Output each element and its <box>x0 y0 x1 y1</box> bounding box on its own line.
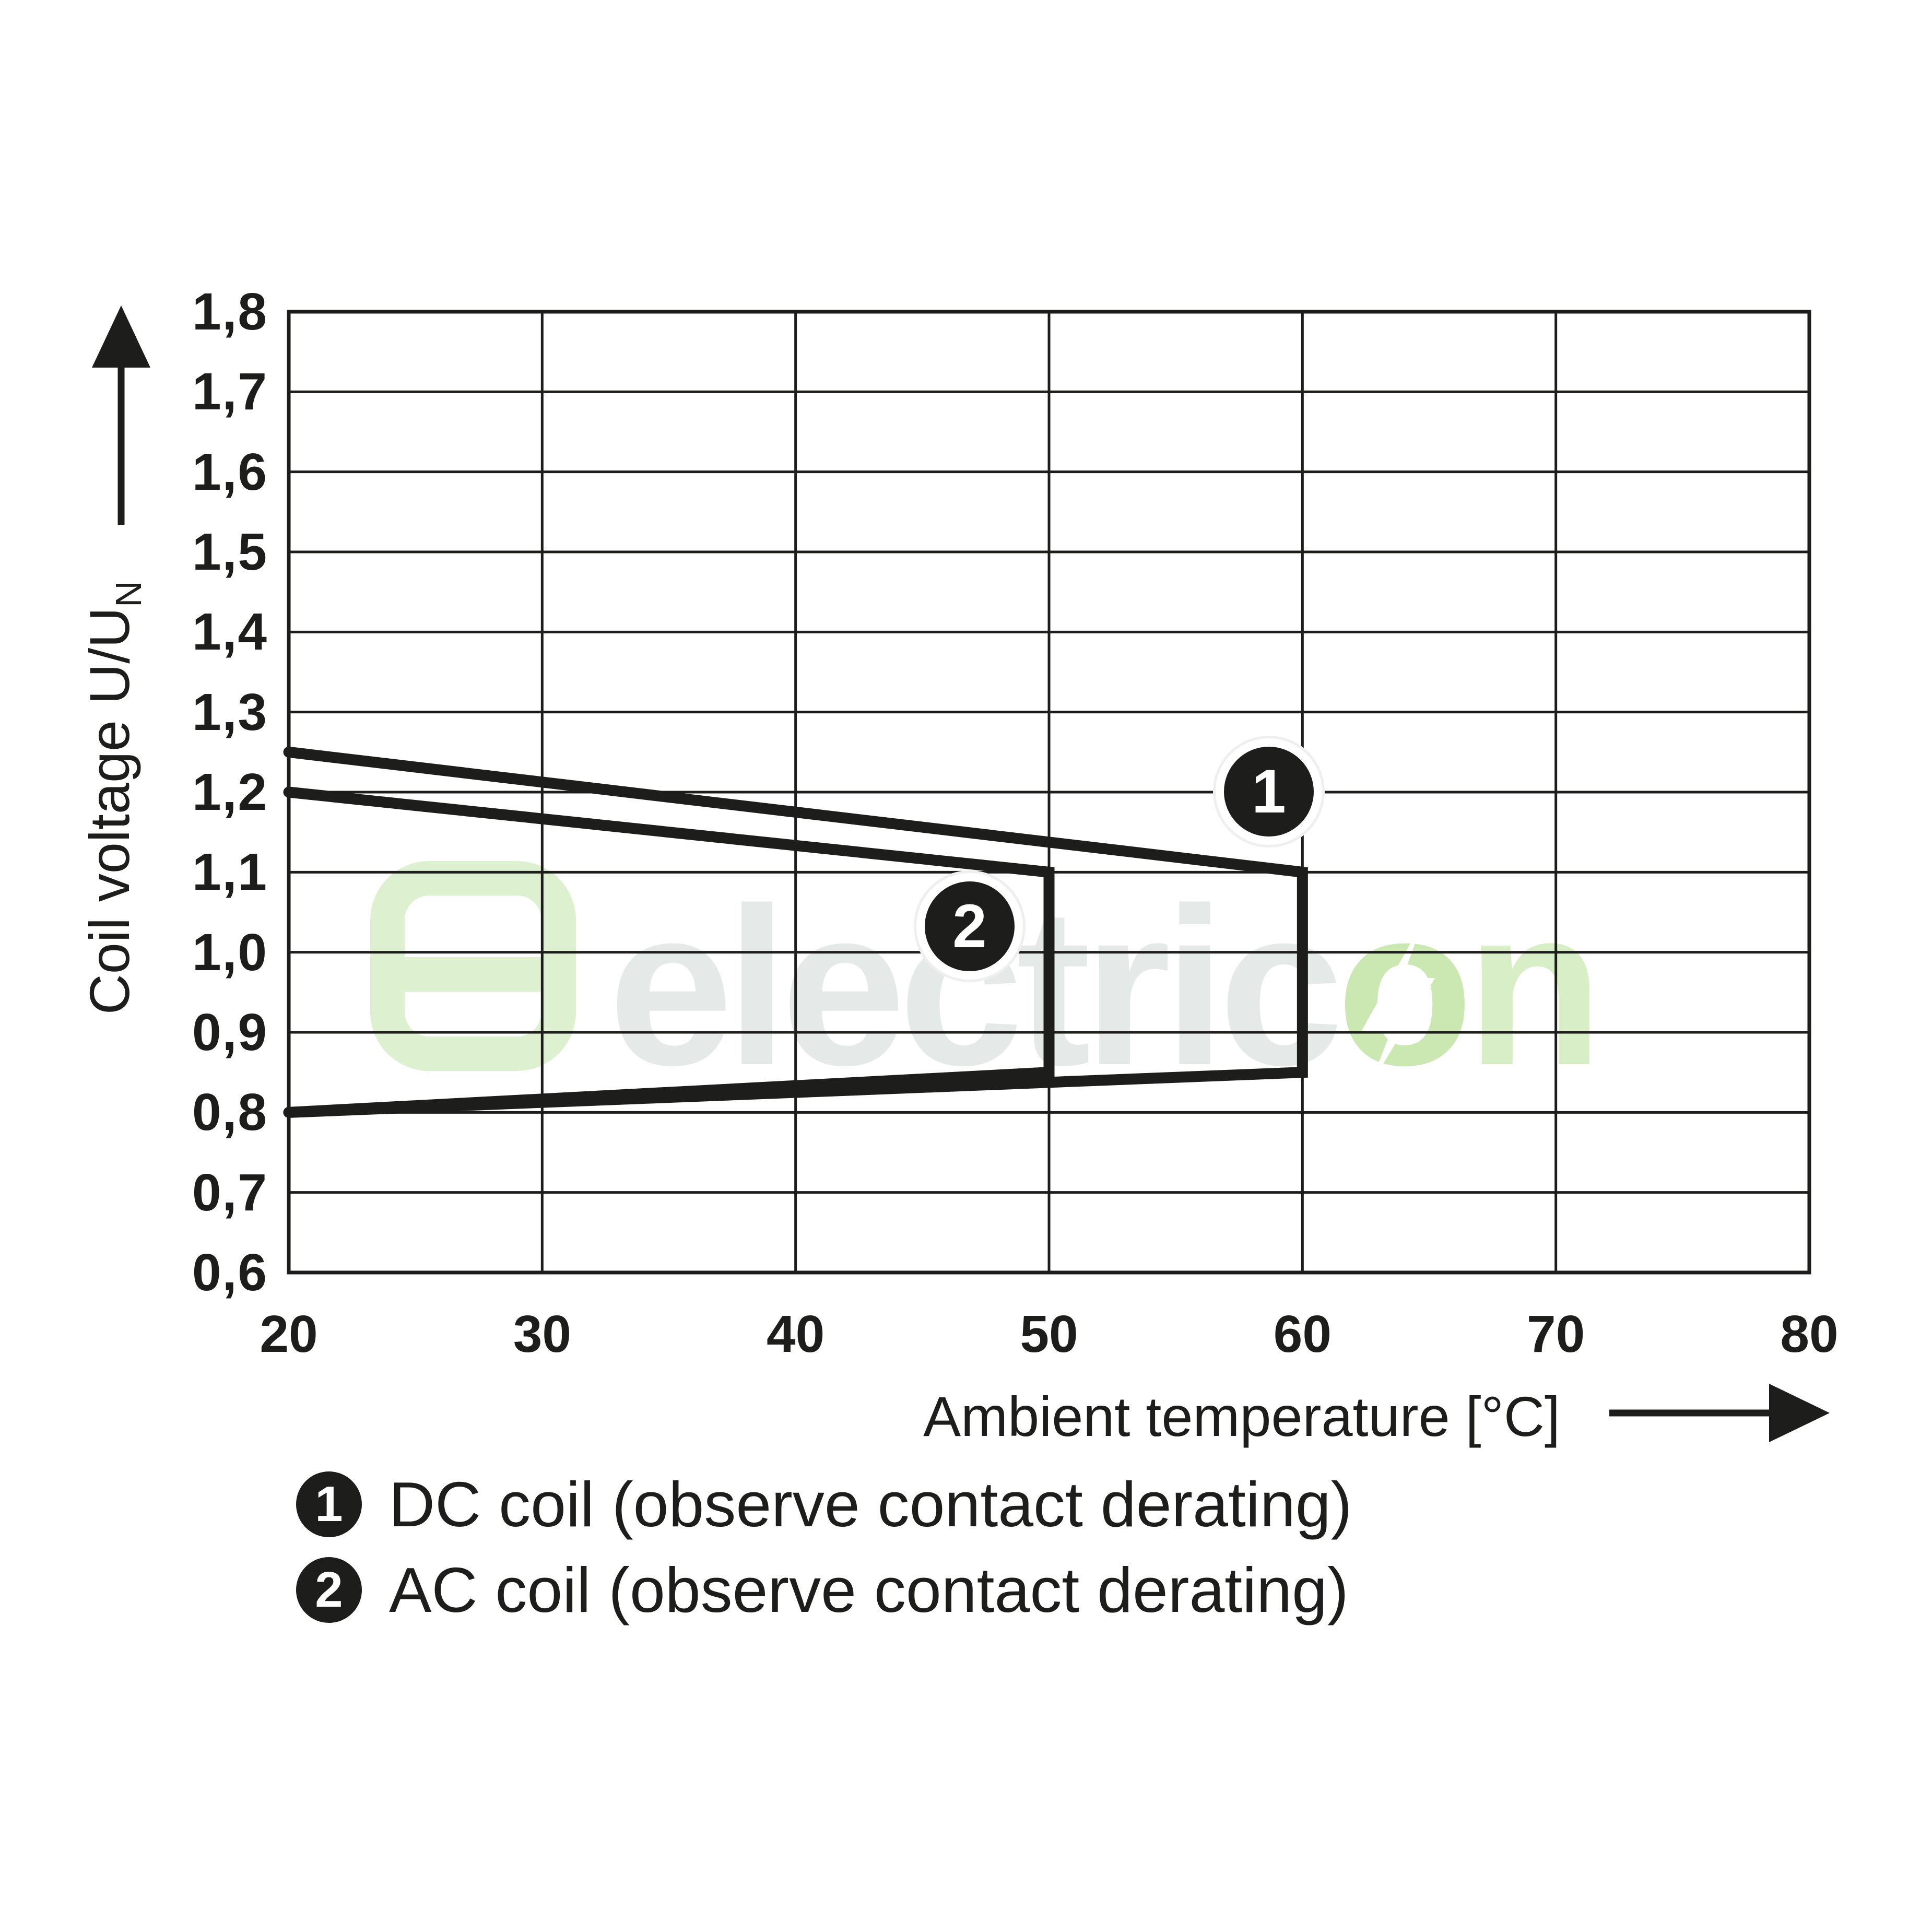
x-tick-label: 50 <box>1020 1305 1078 1363</box>
y-tick-label: 0,8 <box>192 1083 268 1142</box>
y-tick-label: 0,7 <box>192 1163 268 1222</box>
y-axis-arrow-icon <box>92 305 150 525</box>
curve-badge-ac-number: 2 <box>952 892 987 961</box>
y-tick-label: 0,9 <box>192 1003 268 1062</box>
legend-badge-ac: 2 <box>296 1557 362 1623</box>
y-tick-label: 1,0 <box>192 923 268 982</box>
curve-badge-dc-number: 1 <box>1252 757 1286 826</box>
electricon-logo-icon <box>370 861 576 1071</box>
x-axis-title-text: Ambient temperature [°C] <box>923 1385 1560 1448</box>
y-axis-title: Coil voltage U/UN <box>76 276 162 1320</box>
x-tick-label: 80 <box>1780 1305 1839 1363</box>
gridlines <box>287 310 1811 1275</box>
y-tick-label: 1,6 <box>192 442 268 501</box>
x-tick-label: 30 <box>513 1305 571 1363</box>
legend-badge-dc: 1 <box>296 1471 362 1537</box>
y-tick-label: 1,7 <box>192 362 268 421</box>
lightning-bolt-icon <box>1361 920 1435 1087</box>
x-tick-label: 20 <box>260 1305 318 1363</box>
y-tick-label: 1,5 <box>192 523 268 581</box>
y-axis-title-text: Coil voltage U/U <box>78 607 142 1015</box>
legend-label-ac: AC coil (observe contact derating) <box>389 1554 1349 1625</box>
watermark-text-n: n <box>1466 862 1596 1112</box>
x-tick-label: 70 <box>1527 1305 1585 1363</box>
y-tick-label: 1,2 <box>192 763 268 821</box>
y-axis-title-subscript: N <box>108 581 149 607</box>
legend-label-dc: DC coil (observe contact derating) <box>389 1469 1352 1540</box>
x-tick-label: 40 <box>767 1305 825 1363</box>
y-tick-label: 0,6 <box>192 1243 268 1302</box>
x-tick-label: 60 <box>1273 1305 1332 1363</box>
curve-1 <box>283 746 1308 1118</box>
y-tick-label: 1,3 <box>192 682 268 741</box>
y-tick-label: 1,8 <box>192 282 268 341</box>
y-tick-label: 1,1 <box>192 843 268 902</box>
x-axis-title: Ambient temperature [°C] <box>876 1383 1607 1451</box>
y-tick-label: 1,4 <box>192 603 268 662</box>
data-curves <box>283 746 1308 1118</box>
curve-badge-dc: 1 <box>1224 747 1314 837</box>
watermark-text: electricon <box>608 862 1596 1112</box>
curve-badge-ac: 2 <box>925 881 1015 971</box>
curve-2 <box>283 786 1055 1118</box>
x-axis-arrow-icon <box>1609 1384 1830 1442</box>
